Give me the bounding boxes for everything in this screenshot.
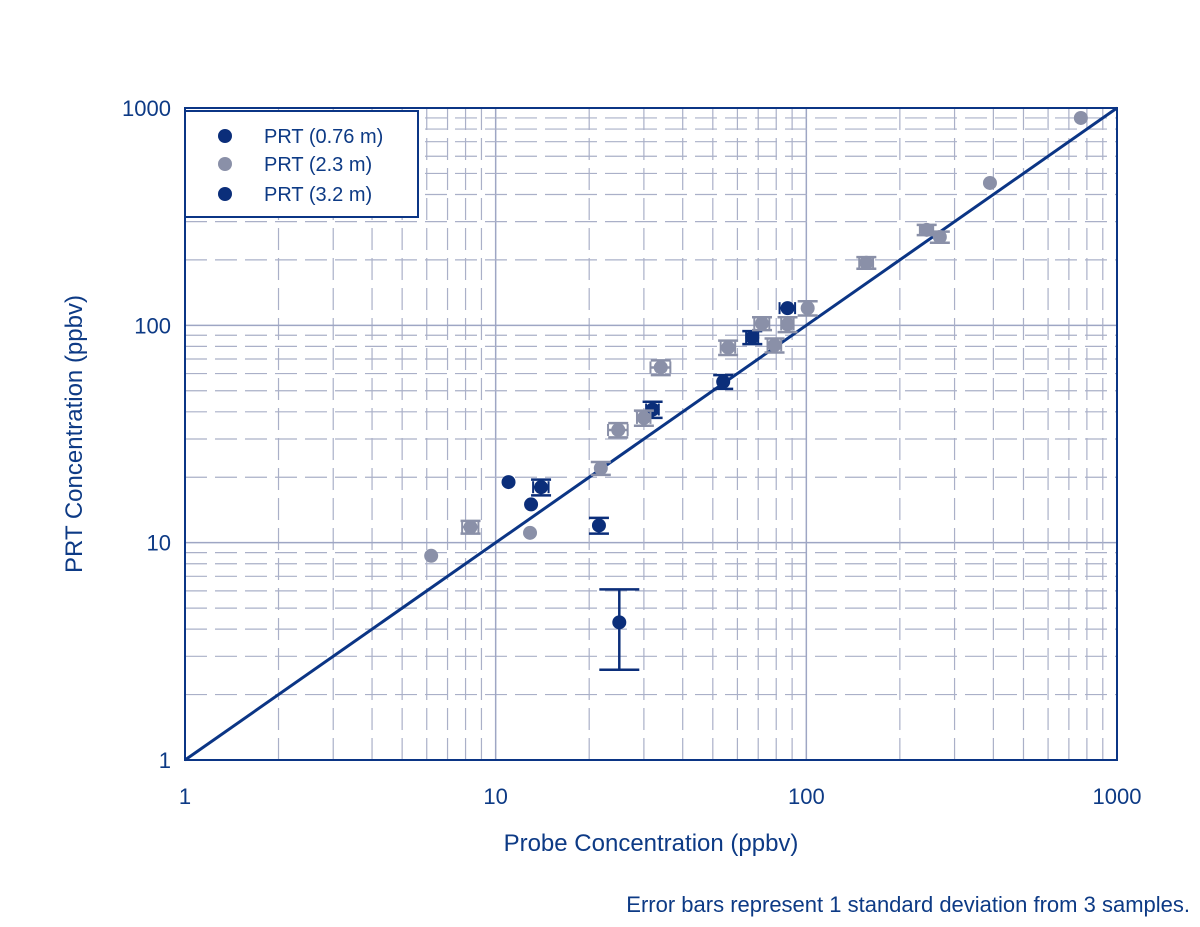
data-point [501,475,516,490]
data-point [591,518,606,533]
data-point [721,340,736,355]
data-point [636,410,651,425]
data-point [524,497,539,512]
data-point [767,338,782,353]
legend-marker [218,157,232,171]
data-point [780,317,795,332]
data-point [982,175,997,190]
data-point [716,374,731,389]
y-tick-label: 1 [159,748,171,773]
data-point [424,548,439,563]
data-point [932,229,947,244]
y-tick-label: 1000 [122,96,171,121]
legend-marker [218,129,232,143]
x-tick-label: 1 [179,784,191,809]
legend: PRT (0.76 m) PRT (2.3 m) PRT (3.2 m) [184,110,419,218]
data-point [919,222,934,237]
data-points [424,110,1088,672]
data-point [534,480,549,495]
data-point [780,301,795,316]
x-tick-label: 100 [788,784,825,809]
data-point [859,255,874,270]
y-axis-title: PRT Concentration (ppbv) [61,295,88,573]
data-point [653,360,668,375]
data-point [745,330,760,345]
x-tick-label: 10 [483,784,507,809]
data-point [523,525,538,540]
data-point [463,520,478,535]
chart-caption: Error bars represent 1 standard deviatio… [626,892,1190,917]
y-tick-label: 100 [134,313,171,338]
legend-label: PRT (2.3 m) [264,154,372,176]
data-point [755,316,770,331]
x-tick-label: 1000 [1093,784,1142,809]
legend-label: PRT (3.2 m) [264,184,372,206]
one-to-one-line [184,106,1118,762]
data-point [611,422,626,437]
data-point [800,301,815,316]
y-tick-label: 10 [147,531,171,556]
plot-frame [184,107,1118,761]
data-point [612,615,627,630]
legend-label: PRT (0.76 m) [264,126,383,148]
data-point [593,461,608,476]
legend-marker [218,187,232,201]
x-tick-labels: 1 10 100 1000 [179,784,1142,809]
x-axis-title: Probe Concentration (ppbv) [504,830,799,857]
y-tick-labels: 1 10 100 1000 [122,96,171,773]
data-point [1073,110,1088,125]
